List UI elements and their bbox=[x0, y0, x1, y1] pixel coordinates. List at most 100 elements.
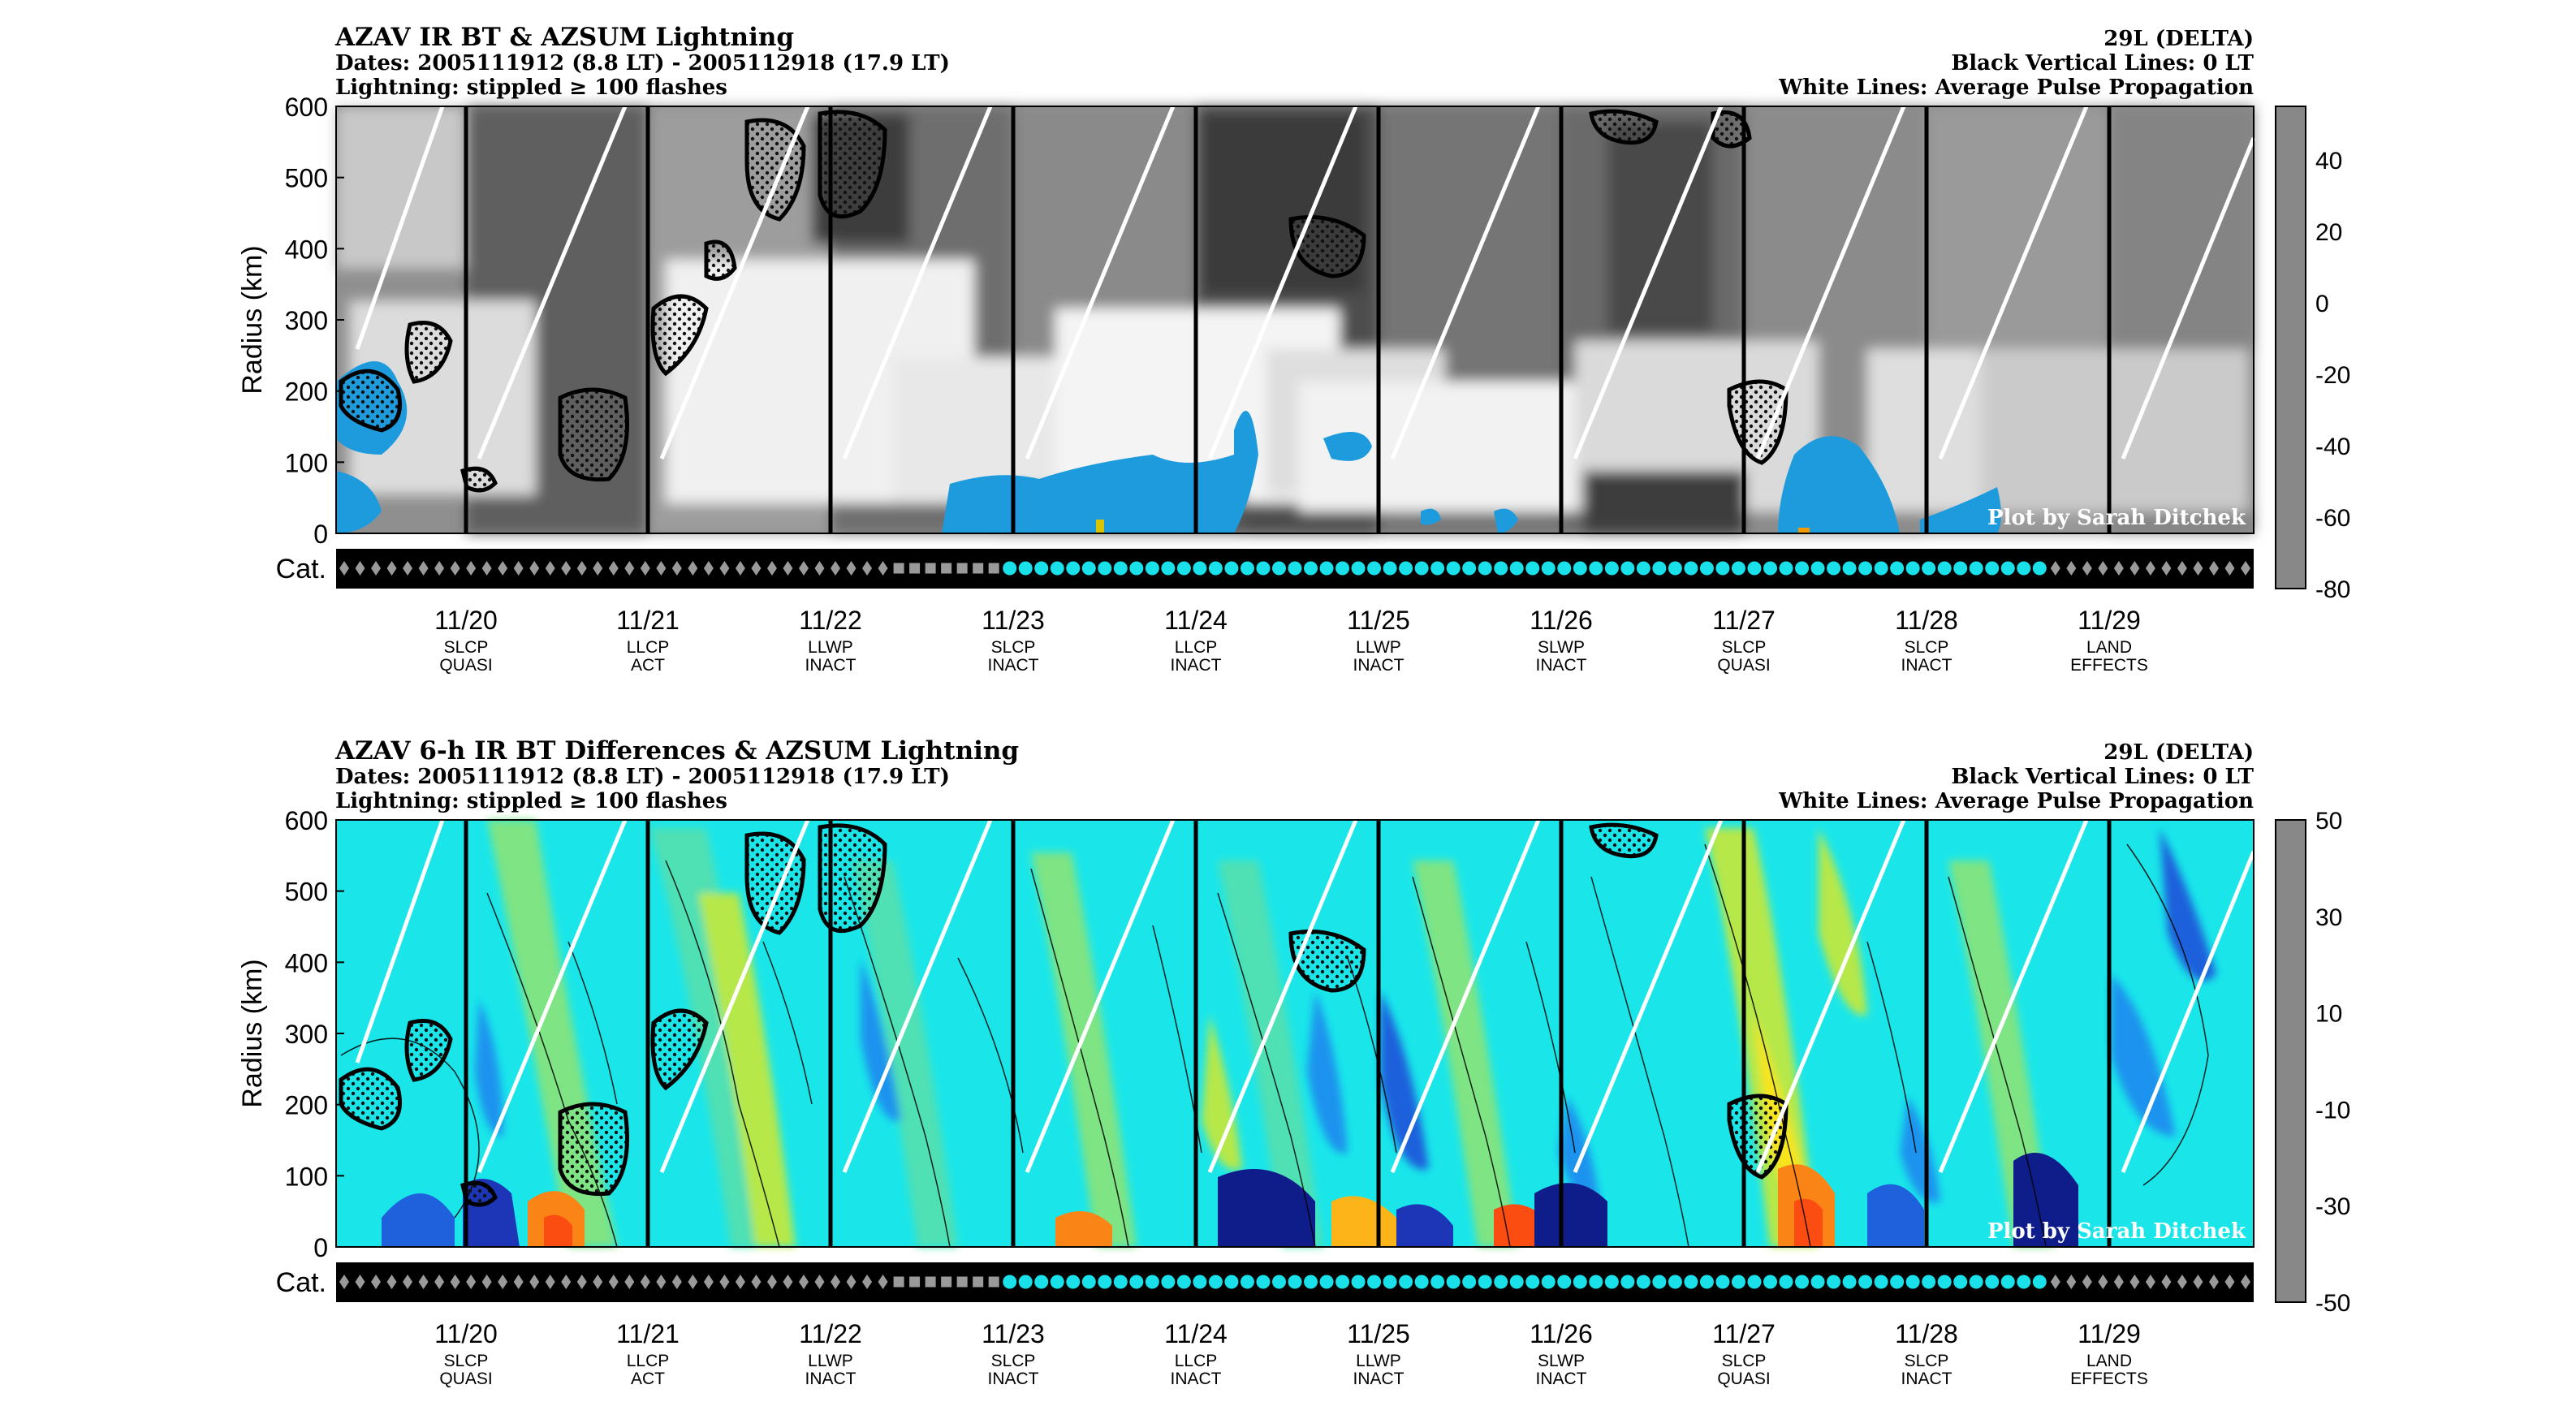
top-category-label: LLWP bbox=[1356, 638, 1401, 657]
bottom-cat-storm-marker bbox=[1620, 1275, 1635, 1289]
top-cat-storm-marker bbox=[1288, 561, 1302, 576]
bottom-category-label: SLCP bbox=[444, 1352, 489, 1370]
top-date-label: 11/24 bbox=[1164, 606, 1228, 635]
bottom-cat-storm-marker bbox=[1271, 1275, 1286, 1289]
top-cat-diamond-marker bbox=[2224, 561, 2235, 576]
top-category-label: LLCP bbox=[1175, 638, 1218, 657]
bottom-category-label: LAND bbox=[2086, 1352, 2132, 1370]
bottom-cat-storm-marker bbox=[1240, 1275, 1254, 1289]
bottom-surface-anomalies bbox=[382, 1153, 2078, 1247]
top-cat-diamond-marker bbox=[403, 561, 413, 576]
bottom-cat-diamond-marker bbox=[450, 1275, 460, 1289]
bottom-cat-storm-marker bbox=[1589, 1275, 1603, 1289]
top-cat-storm-marker bbox=[1620, 561, 1635, 576]
top-cat-diamond-marker bbox=[783, 561, 793, 576]
bottom-category-label: ACT bbox=[631, 1370, 665, 1388]
top-right-title-1: 29L (DELTA) bbox=[2104, 27, 2254, 51]
bottom-cat-storm-marker bbox=[1842, 1275, 1857, 1289]
top-category-label: INACT bbox=[1901, 656, 1952, 675]
bottom-cat-diamond-marker bbox=[2050, 1275, 2060, 1289]
top-category-label: SLCP bbox=[991, 638, 1036, 657]
top-cat-storm-marker bbox=[1969, 561, 1983, 576]
top-cat-diamond-marker bbox=[2098, 561, 2108, 576]
bottom-cat-diamond-marker bbox=[2193, 1275, 2203, 1289]
top-cat-storm-marker bbox=[1399, 561, 1413, 576]
bottom-date-label: 11/25 bbox=[1347, 1319, 1410, 1348]
bottom-cat-diamond-marker bbox=[2066, 1275, 2077, 1289]
top-cat-diamond-marker bbox=[2208, 561, 2219, 576]
bottom-cat-storm-marker bbox=[1003, 1275, 1017, 1289]
top-cat-diamond-marker bbox=[2050, 561, 2060, 576]
bottom-category-label: INACT bbox=[1171, 1370, 1222, 1388]
bottom-cat-diamond-marker bbox=[751, 1275, 762, 1289]
bottom-date-label: 11/22 bbox=[799, 1319, 862, 1348]
bottom-cat-diamond-marker bbox=[2129, 1275, 2140, 1289]
bottom-cat-storm-marker bbox=[1066, 1275, 1081, 1289]
bottom-cat-diamond-marker bbox=[831, 1275, 841, 1289]
top-y-axis-label: Radius (km) bbox=[237, 245, 268, 394]
top-cat-diamond-marker bbox=[386, 561, 397, 576]
top-cat-storm-marker bbox=[1050, 561, 1064, 576]
bottom-pulse-propagation-lines bbox=[355, 819, 2256, 1173]
top-cat-storm-marker bbox=[1271, 561, 1286, 576]
top-cat-diamond-marker bbox=[513, 561, 524, 576]
top-colorbar-tick-label: -20 bbox=[2315, 362, 2350, 389]
top-cat-diamond-marker bbox=[2066, 561, 2077, 576]
bottom-cat-storm-marker bbox=[1747, 1275, 1762, 1289]
top-cat-storm-marker bbox=[1937, 561, 1952, 576]
top-category-label: INACT bbox=[988, 656, 1039, 675]
bottom-cat-storm-marker bbox=[1684, 1275, 1698, 1289]
top-cat-diamond-marker bbox=[735, 561, 745, 576]
top-cat-diamond-marker bbox=[2082, 561, 2092, 576]
bottom-cat-storm-marker bbox=[1050, 1275, 1064, 1289]
bottom-cat-square-marker bbox=[941, 1276, 952, 1288]
top-y-tick-label: 300 bbox=[285, 306, 328, 335]
bottom-cat-storm-marker bbox=[1224, 1275, 1239, 1289]
top-lightning-contours bbox=[339, 109, 1789, 493]
bottom-cat-storm-marker bbox=[1779, 1275, 1793, 1289]
bottom-cat-storm-marker bbox=[1304, 1275, 1318, 1289]
top-cat-storm-marker bbox=[1304, 561, 1318, 576]
bottom-cat-diamond-marker bbox=[688, 1275, 698, 1289]
top-subtitle-1: Dates: 2005111912 (8.8 LT) - 2005112918 … bbox=[335, 51, 950, 75]
top-cat-diamond-marker bbox=[2113, 561, 2124, 576]
top-colorbar-tick-label: 20 bbox=[2315, 219, 2342, 246]
top-cat-diamond-marker bbox=[862, 561, 873, 576]
bottom-cat-storm-marker bbox=[1636, 1275, 1650, 1289]
bottom-category-label: QUASI bbox=[439, 1370, 492, 1388]
bottom-cat-label: Cat. bbox=[276, 1267, 326, 1298]
top-cat-diamond-marker bbox=[798, 561, 809, 576]
top-cat-storm-marker bbox=[1145, 561, 1159, 576]
top-cat-storm-marker bbox=[1161, 561, 1176, 576]
top-cat-storm-marker bbox=[1509, 561, 1524, 576]
top-category-label: LLCP bbox=[627, 638, 670, 657]
top-date-label: 11/26 bbox=[1530, 606, 1593, 635]
top-cat-storm-marker bbox=[1922, 561, 1936, 576]
top-cat-storm-marker bbox=[1066, 561, 1081, 576]
top-y-tick-label: 0 bbox=[313, 520, 328, 549]
top-cat-diamond-marker bbox=[671, 561, 682, 576]
top-category-label: SLCP bbox=[1722, 638, 1767, 657]
bottom-plot-credit: Plot by Sarah Ditchek bbox=[1987, 1219, 2246, 1244]
bottom-cat-diamond-marker bbox=[2082, 1275, 2092, 1289]
top-cat-diamond-marker bbox=[814, 561, 825, 576]
top-cat-diamond-marker bbox=[498, 561, 508, 576]
bottom-cat-diamond-marker bbox=[513, 1275, 524, 1289]
bottom-cat-diamond-marker bbox=[624, 1275, 635, 1289]
bottom-cat-diamond-marker bbox=[481, 1275, 492, 1289]
top-cat-storm-marker bbox=[1827, 561, 1841, 576]
top-category-label: QUASI bbox=[439, 656, 492, 675]
top-plot-credit: Plot by Sarah Ditchek bbox=[1987, 506, 2246, 530]
bottom-cat-storm-marker bbox=[1446, 1275, 1461, 1289]
bottom-right-title-1: 29L (DELTA) bbox=[2104, 740, 2254, 765]
top-cat-storm-marker bbox=[1810, 561, 1825, 576]
bottom-cat-storm-marker bbox=[1129, 1275, 1144, 1289]
bottom-cat-diamond-marker bbox=[576, 1275, 587, 1289]
bottom-cat-diamond-marker bbox=[766, 1275, 777, 1289]
top-cat-square-marker bbox=[973, 563, 984, 574]
top-category-label: LAND bbox=[2086, 638, 2132, 657]
top-cat-storm-marker bbox=[1319, 561, 1334, 576]
bottom-y-tick-label: 500 bbox=[285, 878, 328, 907]
bottom-cat-storm-marker bbox=[1208, 1275, 1223, 1289]
